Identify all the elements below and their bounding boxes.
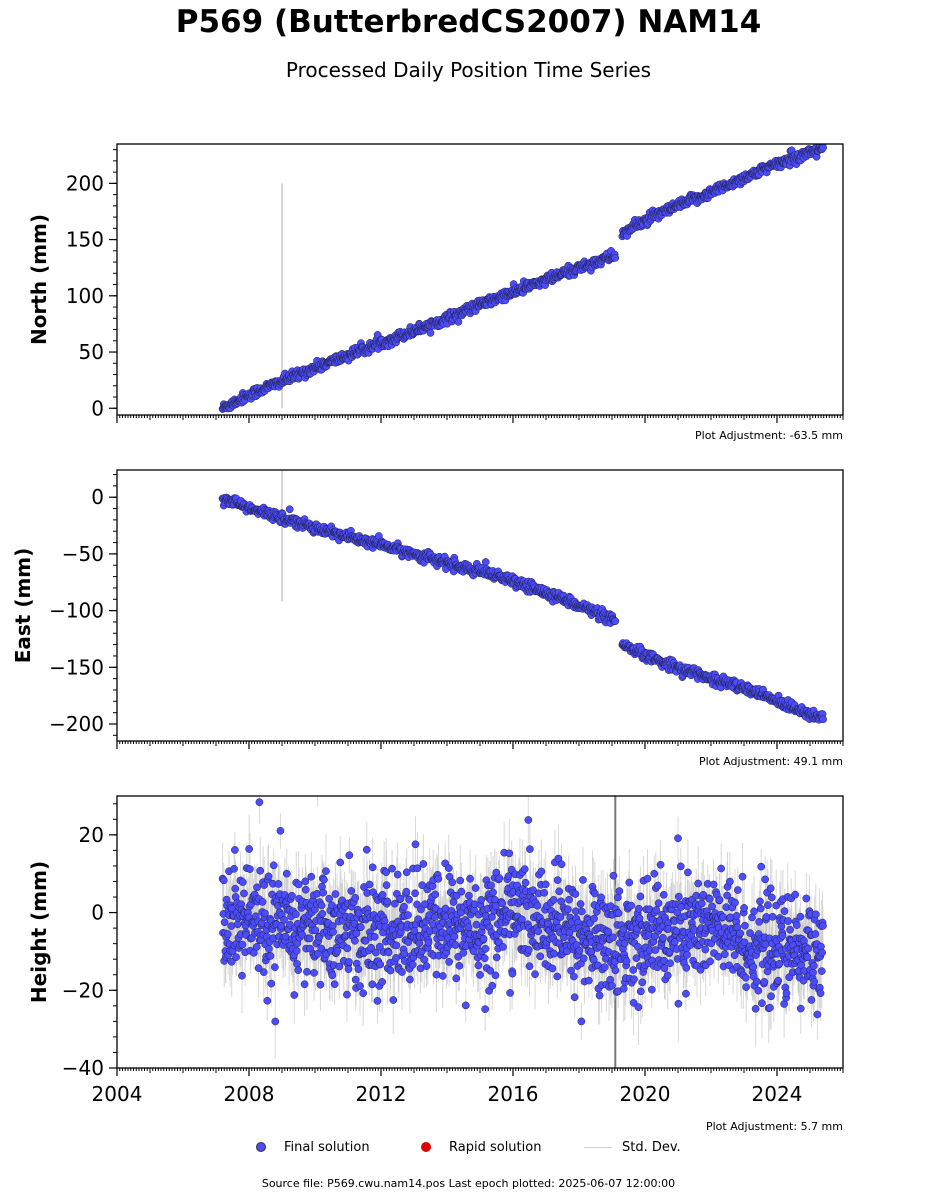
y-tick-label: 50 xyxy=(79,340,104,364)
data-point xyxy=(481,558,490,566)
y-tick-label: 200 xyxy=(66,171,104,195)
plot-area-east xyxy=(218,470,827,724)
panel-north: 0 50 100 150 200 North (mm) Plot Adjustment: -… xyxy=(27,143,844,442)
panel-frame xyxy=(116,469,844,742)
chart-subtitle: Processed Daily Position Time Series xyxy=(285,58,652,82)
plot-adjustment-label: Plot Adjustment: -63.5 mm xyxy=(695,429,843,442)
data-point xyxy=(454,318,463,326)
y-tick-label: −100 xyxy=(49,599,104,623)
y-tick-label: −200 xyxy=(49,712,104,736)
data-point xyxy=(611,617,620,626)
y-axis-label: North (mm) xyxy=(27,214,51,345)
y-tick-label: 0 xyxy=(91,396,104,420)
data-point xyxy=(819,144,827,152)
plot-area-north xyxy=(218,144,827,413)
y-tick-label: 150 xyxy=(66,228,104,252)
data-point xyxy=(819,715,827,724)
y-tick-label: 100 xyxy=(66,284,104,308)
data-point xyxy=(285,505,294,514)
panel-east: 0 −50 −100 −150 −200 East (mm) Plot Adjustment… xyxy=(11,469,844,768)
y-tick-label: 0 xyxy=(91,485,104,509)
y-tick-label: −150 xyxy=(49,655,104,679)
data-point xyxy=(426,329,435,337)
plot-area-height xyxy=(218,796,827,1068)
plot-adjustment-label: Plot Adjustment: 49.1 mm xyxy=(699,755,843,768)
chart-title: P569 (ButterbredCS2007) NAM14 xyxy=(175,4,762,40)
y-tick-label: −50 xyxy=(62,542,104,566)
data-point xyxy=(611,254,620,262)
y-axis-label: East (mm) xyxy=(11,548,35,664)
